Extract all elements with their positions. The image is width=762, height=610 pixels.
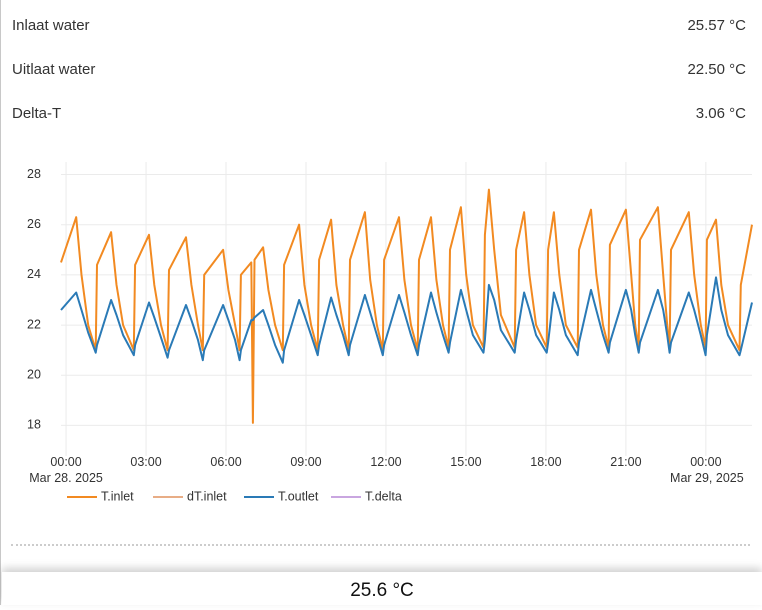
- legend-label: dT.inlet: [187, 489, 227, 503]
- x-tick-label: 06:00: [210, 455, 241, 469]
- y-tick-label: 20: [27, 368, 41, 382]
- row-label: Uitlaat water: [12, 60, 96, 78]
- y-tick-label: 28: [27, 167, 41, 181]
- x-tick-label: 09:00: [290, 455, 321, 469]
- row: Delta-T 3.06 °C: [12, 103, 746, 123]
- legend-item[interactable]: dT.inlet: [153, 489, 227, 503]
- x-tick-label: 12:00: [370, 455, 401, 469]
- x-tick-label: 18:00: [530, 455, 561, 469]
- y-tick-label: 18: [27, 418, 41, 432]
- legend-item[interactable]: T.delta: [331, 489, 402, 503]
- chart: 18 20 22 24 26 28 00:00 Mar 28. 2025 03:00 06:00 0…: [27, 162, 753, 503]
- legend-label: T.outlet: [278, 489, 319, 503]
- row-value: 3.06 °C: [695, 104, 746, 122]
- row-value: 25.57 °C: [687, 16, 746, 34]
- y-tick-label: 22: [27, 317, 41, 331]
- series-line: [60, 276, 753, 364]
- x-tick-label: 21:00: [610, 455, 641, 469]
- row-label: Delta-T: [12, 104, 62, 122]
- row-value: 22.50 °C: [687, 60, 746, 78]
- footer: 25.6 °C: [2, 572, 762, 605]
- divider: [11, 544, 750, 546]
- legend-label: T.delta: [365, 489, 402, 503]
- x-tick-label: 00:00 Mar 28. 2025: [29, 455, 103, 485]
- footer-value: 25.6 °C: [350, 580, 414, 601]
- row: Uitlaat water 22.50 °C: [12, 59, 746, 79]
- y-tick-label: 24: [27, 267, 41, 281]
- legend-item[interactable]: T.inlet: [67, 489, 134, 503]
- row: Inlaat water 25.57 °C: [12, 15, 746, 35]
- x-tick-label: 15:00: [450, 455, 481, 469]
- y-tick-label: 26: [27, 217, 41, 231]
- row-label: Inlaat water: [12, 16, 90, 34]
- legend-label: T.inlet: [101, 489, 134, 503]
- legend-item[interactable]: T.outlet: [244, 489, 319, 503]
- x-tick-label: 00:00 Mar 29, 2025: [670, 455, 744, 485]
- x-tick-label: 03:00: [130, 455, 161, 469]
